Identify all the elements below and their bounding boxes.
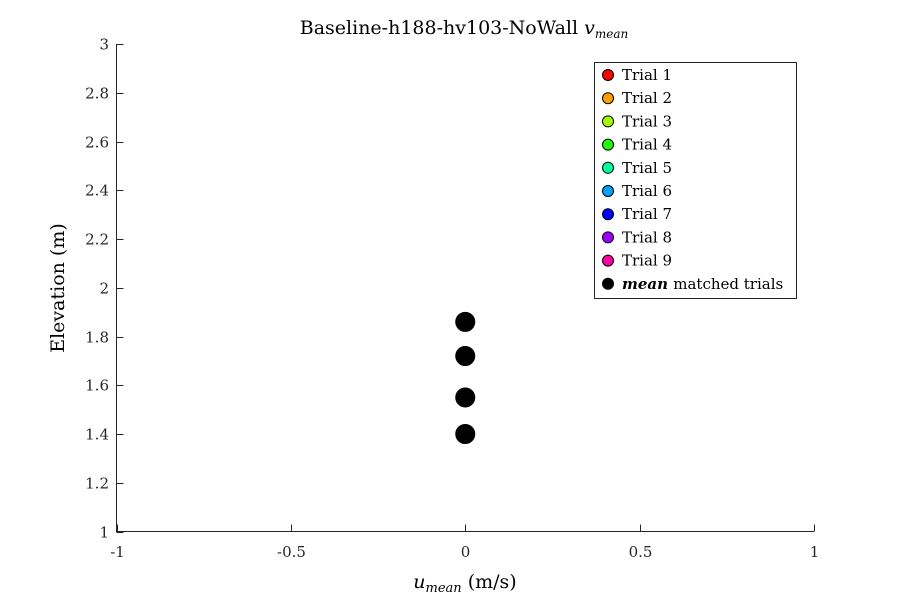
y-tick-label: 1.6 bbox=[85, 377, 109, 395]
legend-label: Trial 1 bbox=[622, 66, 672, 84]
y-tick-label: 2 bbox=[99, 280, 109, 298]
x-ticks: -1 -0.5 0 0.5 1 bbox=[110, 524, 820, 561]
legend-marker bbox=[602, 254, 614, 267]
legend-label: Trial 3 bbox=[622, 112, 672, 130]
x-tick-label: -1 bbox=[110, 543, 125, 561]
data-point bbox=[455, 387, 476, 408]
legend-marker bbox=[602, 92, 614, 105]
legend-marker bbox=[602, 161, 614, 174]
chart-title-var: v bbox=[584, 17, 595, 39]
y-axis-title: Elevation (m) bbox=[47, 223, 69, 353]
x-tick-label: -0.5 bbox=[277, 543, 306, 561]
legend-marker bbox=[602, 115, 614, 128]
legend-marker bbox=[602, 69, 614, 81]
x-axis-title-subscript: mean bbox=[426, 581, 462, 596]
chart-title-subscript: mean bbox=[595, 27, 628, 41]
legend-label: Trial 8 bbox=[622, 228, 672, 246]
legend: Trial 1 Trial 2 Trial 3 Trial 4 Trial 5 Trial… bbox=[594, 62, 797, 299]
legend-label: Trial 2 bbox=[622, 89, 672, 107]
legend-label-text: Trial 8 bbox=[622, 228, 672, 246]
legend-marker bbox=[602, 138, 614, 151]
legend-label: Trial 7 bbox=[622, 205, 672, 223]
x-axis-title-var: u bbox=[413, 571, 425, 593]
y-tick-label: 3 bbox=[99, 36, 109, 54]
legend-label: Trial 9 bbox=[622, 252, 672, 270]
x-axis-title-units: (m/s) bbox=[462, 571, 517, 593]
legend-label-text: Trial 3 bbox=[622, 112, 672, 130]
x-tick-label: 0 bbox=[461, 543, 471, 561]
data-point bbox=[455, 346, 476, 366]
y-tick-label: 2.6 bbox=[85, 134, 109, 152]
legend-label-prefix: mean bbox=[622, 275, 673, 293]
y-tick-label: 1 bbox=[99, 524, 109, 542]
y-tick-label: 2.2 bbox=[85, 231, 109, 249]
data-points bbox=[455, 311, 476, 444]
legend-marker bbox=[602, 231, 614, 244]
legend-marker bbox=[602, 208, 614, 221]
legend-label-text: Trial 4 bbox=[622, 136, 672, 154]
y-tick-label: 1.2 bbox=[85, 475, 109, 493]
legend-marker bbox=[602, 277, 614, 290]
chart-title-main: Baseline-h188-hv103-NoWall bbox=[300, 17, 584, 39]
x-tick-label: 1 bbox=[810, 543, 820, 561]
y-tick-label: 2.8 bbox=[85, 85, 109, 103]
x-tick-label: 0.5 bbox=[629, 543, 653, 561]
legend-label-text: Trial 9 bbox=[622, 252, 672, 270]
legend-label: mean matched trials bbox=[622, 275, 783, 293]
legend-label-text: Trial 6 bbox=[622, 182, 672, 200]
chart-title: Baseline-h188-hv103-NoWall vmean bbox=[300, 17, 629, 41]
legend-label: Trial 5 bbox=[622, 159, 672, 177]
legend-marker bbox=[602, 185, 614, 197]
legend-label-text: Trial 2 bbox=[622, 89, 672, 107]
legend-label-text: matched trials bbox=[673, 275, 783, 293]
legend-label-text: Trial 1 bbox=[622, 66, 672, 84]
y-tick-label: 2.4 bbox=[85, 182, 109, 200]
legend-label: Trial 6 bbox=[622, 182, 672, 200]
data-point bbox=[455, 424, 476, 444]
data-point bbox=[455, 311, 476, 332]
y-tick-label: 1.4 bbox=[85, 426, 109, 444]
y-tick-label: 1.8 bbox=[85, 329, 109, 347]
legend-label-text: Trial 5 bbox=[622, 159, 672, 177]
legend-label: Trial 4 bbox=[622, 136, 672, 154]
legend-label-text: Trial 7 bbox=[622, 205, 672, 223]
y-ticks: 1 1.2 1.4 1.6 1.8 2 2.2 2.4 2.6 2.8 3 bbox=[85, 36, 124, 542]
legend-box bbox=[594, 62, 797, 299]
x-axis-title: umean (m/s) bbox=[413, 571, 516, 596]
